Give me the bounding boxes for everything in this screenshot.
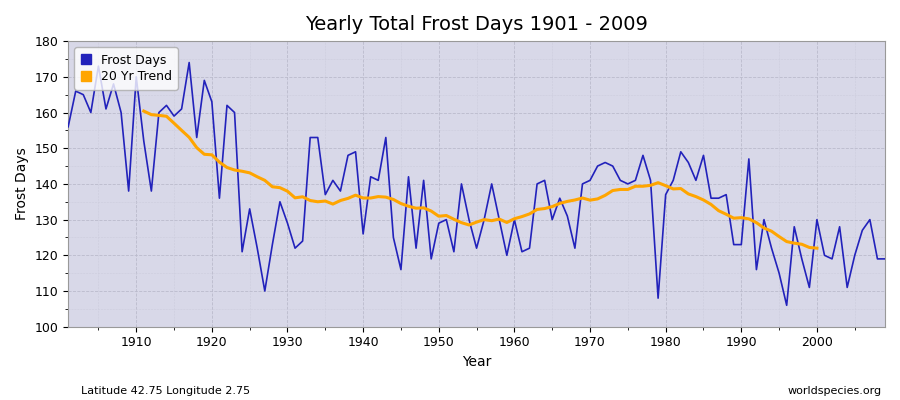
Y-axis label: Frost Days: Frost Days [15,148,29,220]
20 Yr Trend [713,208,724,213]
Frost Days [781,303,792,308]
20 Yr Trend [812,246,823,250]
20 Yr Trend [608,188,618,193]
20 Yr Trend [698,198,709,202]
Text: worldspecies.org: worldspecies.org [788,386,882,396]
20 Yr Trend [139,109,149,114]
Frost Days [184,60,194,65]
Frost Days [63,124,74,129]
Frost Days [123,189,134,194]
20 Yr Trend [781,239,792,244]
Line: 20 Yr Trend: 20 Yr Trend [144,111,817,248]
Frost Days [879,256,890,261]
20 Yr Trend [230,168,240,172]
Frost Days [608,164,618,168]
20 Yr Trend [343,196,354,201]
X-axis label: Year: Year [462,355,491,369]
Frost Days [297,239,308,244]
Text: Latitude 42.75 Longitude 2.75: Latitude 42.75 Longitude 2.75 [81,386,250,396]
Legend: Frost Days, 20 Yr Trend: Frost Days, 20 Yr Trend [75,47,178,90]
Line: Frost Days: Frost Days [68,62,885,305]
Frost Days [517,249,527,254]
Frost Days [509,217,520,222]
Title: Yearly Total Frost Days 1901 - 2009: Yearly Total Frost Days 1901 - 2009 [305,15,648,34]
Frost Days [343,153,354,158]
